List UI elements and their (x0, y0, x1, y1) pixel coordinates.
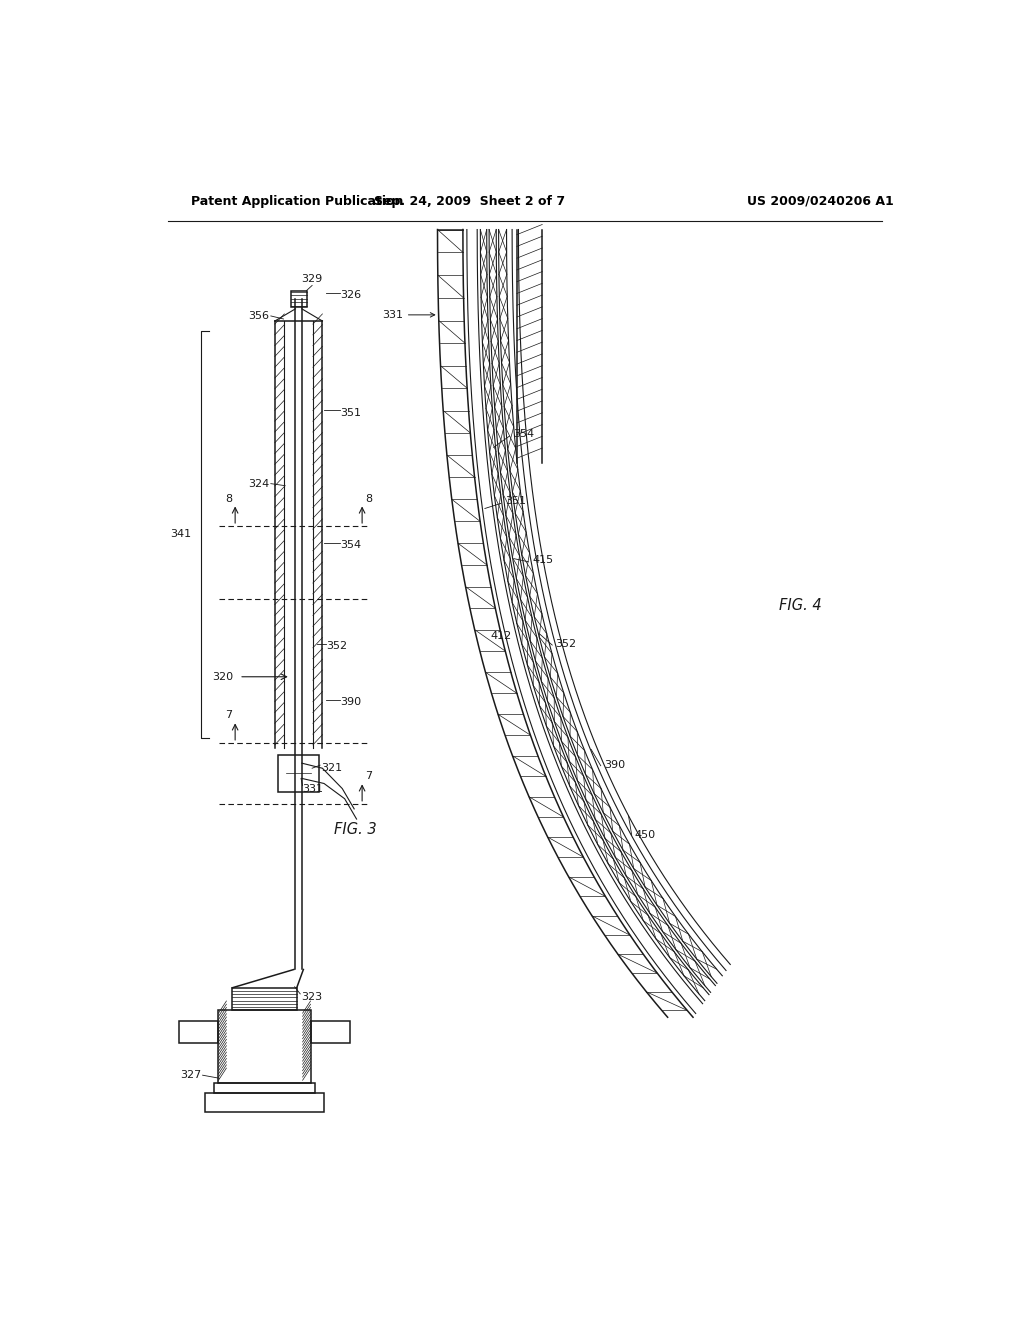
Bar (214, 1084, 315, 1093)
Text: 352: 352 (327, 642, 347, 651)
Bar (232, 987, 297, 1010)
Text: 331: 331 (303, 784, 324, 793)
Text: 8: 8 (225, 494, 232, 503)
Text: 331: 331 (382, 310, 435, 319)
Bar (310, 1020, 350, 1043)
Text: 7: 7 (225, 710, 232, 721)
Text: US 2009/0240206 A1: US 2009/0240206 A1 (748, 194, 894, 207)
Bar (179, 1020, 218, 1043)
Text: 323: 323 (301, 991, 323, 1002)
Text: 351: 351 (505, 496, 525, 507)
Text: 354: 354 (513, 429, 535, 440)
Text: 354: 354 (341, 540, 361, 549)
Text: FIG. 4: FIG. 4 (778, 598, 821, 612)
Text: 412: 412 (490, 631, 512, 642)
Text: 326: 326 (341, 289, 361, 300)
Text: 351: 351 (341, 408, 361, 417)
Text: 321: 321 (321, 763, 342, 774)
Text: Sep. 24, 2009  Sheet 2 of 7: Sep. 24, 2009 Sheet 2 of 7 (374, 194, 565, 207)
Text: Patent Application Publication: Patent Application Publication (191, 194, 403, 207)
Bar (291, 290, 306, 306)
Text: 450: 450 (635, 830, 656, 840)
Text: 324: 324 (248, 479, 269, 488)
Text: 329: 329 (301, 275, 323, 284)
Text: 356: 356 (248, 312, 269, 321)
Text: 415: 415 (532, 554, 554, 565)
Text: FIG. 3: FIG. 3 (334, 822, 377, 837)
Bar (205, 1093, 325, 1111)
Text: 341: 341 (170, 529, 191, 540)
Bar (218, 1010, 310, 1084)
Text: 8: 8 (365, 494, 372, 503)
Text: 352: 352 (555, 639, 577, 649)
Bar (278, 755, 319, 792)
Text: 7: 7 (365, 771, 372, 781)
Text: 320: 320 (212, 672, 233, 681)
Text: 327: 327 (180, 1071, 201, 1080)
Text: 390: 390 (341, 697, 361, 708)
Text: 390: 390 (604, 760, 625, 770)
